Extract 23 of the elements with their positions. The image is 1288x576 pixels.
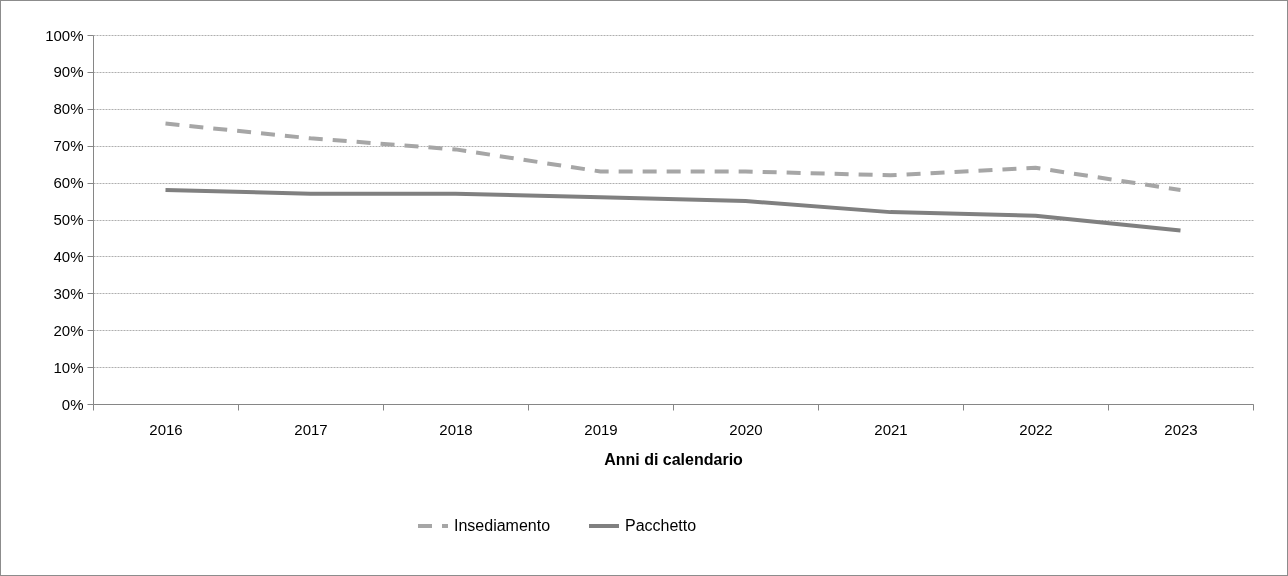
legend-label: Pacchetto <box>625 517 697 534</box>
y-tick-label: 90% <box>53 63 84 81</box>
x-tick-label: 2021 <box>874 420 908 438</box>
y-tick-label: 50% <box>53 211 84 228</box>
x-tick-label: 2023 <box>1164 420 1198 438</box>
line-series <box>163 187 1183 233</box>
legend-label: Insediamento <box>454 517 551 534</box>
y-tick-label: 10% <box>53 358 84 376</box>
y-tick-label: 100% <box>45 26 84 44</box>
x-tick-label: 2018 <box>439 420 473 438</box>
y-tick-label: 40% <box>53 247 84 265</box>
x-tick-label: 2016 <box>149 420 183 438</box>
y-tick-label: 60% <box>53 174 84 192</box>
y-tick-label: 0% <box>61 395 84 413</box>
y-tick-label: 20% <box>53 321 84 339</box>
x-tick-label: 2020 <box>729 420 763 438</box>
y-tick-label: 30% <box>53 284 84 302</box>
x-tick-label: 2017 <box>294 420 328 438</box>
y-tick-label: 70% <box>53 137 84 155</box>
x-tick-label: 2019 <box>584 420 618 438</box>
x-tick-label: 2022 <box>1019 420 1053 438</box>
x-axis-title: Anni di calendario <box>604 450 744 468</box>
y-tick-label: 80% <box>53 100 84 118</box>
